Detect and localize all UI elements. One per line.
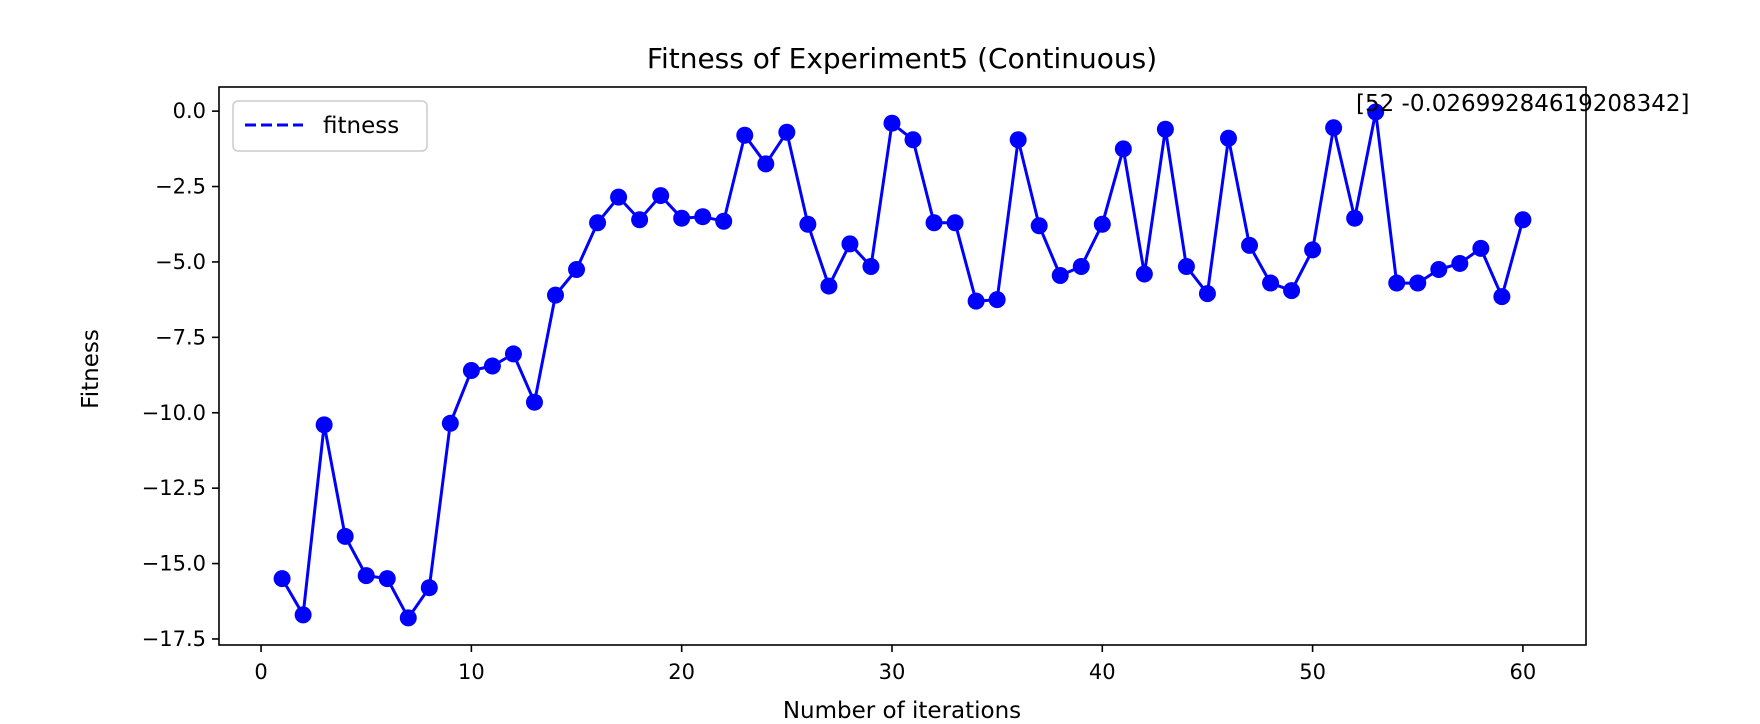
data-point xyxy=(946,214,964,232)
data-point xyxy=(1451,254,1469,272)
data-point xyxy=(294,606,312,624)
data-point xyxy=(1093,215,1111,233)
data-point xyxy=(904,131,922,149)
chart-title: Fitness of Experiment5 (Continuous) xyxy=(647,42,1157,75)
data-point xyxy=(357,567,375,585)
data-point xyxy=(1114,140,1132,158)
data-point xyxy=(568,260,586,278)
y-tick-label: −2.5 xyxy=(155,175,206,199)
data-point xyxy=(862,257,880,275)
x-tick-label: 10 xyxy=(458,660,485,684)
data-point xyxy=(820,277,838,295)
plot-frame xyxy=(218,86,1587,646)
data-point xyxy=(925,214,943,232)
x-axis: 0 10 20 30 40 50 60 xyxy=(254,645,1536,684)
x-tick-label: 60 xyxy=(1510,660,1537,684)
data-point xyxy=(441,414,459,432)
data-point xyxy=(336,527,354,545)
data-point xyxy=(546,286,564,304)
y-tick-label: −10.0 xyxy=(142,401,206,425)
data-point xyxy=(1156,120,1174,138)
data-point xyxy=(1493,288,1511,306)
x-tick-label: 30 xyxy=(879,660,906,684)
data-point xyxy=(652,187,670,205)
data-point xyxy=(988,291,1006,309)
legend-label: fitness xyxy=(323,113,399,139)
data-point xyxy=(610,188,628,206)
data-point xyxy=(715,212,733,230)
data-point xyxy=(1177,257,1195,275)
data-point xyxy=(273,570,291,588)
data-point xyxy=(1325,119,1343,137)
data-point xyxy=(525,393,543,411)
data-point xyxy=(736,126,754,144)
data-point xyxy=(841,235,859,253)
data-point xyxy=(1219,129,1237,147)
data-point xyxy=(1241,236,1259,254)
y-tick-label: −7.5 xyxy=(155,325,206,349)
data-point xyxy=(1135,265,1153,283)
data-point xyxy=(1367,103,1385,121)
max-annotation: [52 -0.02699284619208342] xyxy=(1356,91,1690,117)
data-point xyxy=(1409,274,1427,292)
data-point xyxy=(378,570,396,588)
x-tick-label: 50 xyxy=(1299,660,1326,684)
data-point xyxy=(967,292,985,310)
data-point xyxy=(399,609,417,627)
data-point xyxy=(1009,131,1027,149)
x-axis-label: Number of iterations xyxy=(783,698,1021,724)
data-point xyxy=(1430,260,1448,278)
data-point xyxy=(1346,209,1364,227)
data-point xyxy=(1030,217,1048,235)
data-point xyxy=(631,211,649,229)
data-point xyxy=(462,362,480,380)
data-point xyxy=(1051,267,1069,285)
y-tick-label: −12.5 xyxy=(142,476,206,500)
data-point xyxy=(1304,241,1322,259)
data-point xyxy=(1472,239,1490,257)
y-tick-label: −17.5 xyxy=(142,627,206,651)
data-point xyxy=(799,215,817,233)
data-point xyxy=(589,214,607,232)
data-point xyxy=(1283,282,1301,300)
series-fitness xyxy=(273,103,1532,627)
data-point xyxy=(504,345,522,363)
data-point xyxy=(315,416,333,434)
data-point xyxy=(778,123,796,141)
data-point xyxy=(1262,274,1280,292)
y-tick-label: −5.0 xyxy=(155,250,206,274)
data-point xyxy=(420,579,438,597)
data-point xyxy=(1514,211,1532,229)
data-point xyxy=(483,357,501,375)
y-axis-label: Fitness xyxy=(78,329,104,409)
data-point xyxy=(1198,285,1216,303)
data-point xyxy=(673,209,691,227)
x-tick-label: 20 xyxy=(668,660,695,684)
legend: fitness xyxy=(232,100,428,152)
data-point xyxy=(1388,274,1406,292)
y-tick-label: −15.0 xyxy=(142,552,206,576)
data-point xyxy=(694,208,712,226)
legend-box xyxy=(232,100,428,152)
x-tick-label: 0 xyxy=(254,660,267,684)
data-point xyxy=(883,114,901,132)
data-point xyxy=(1072,257,1090,275)
y-tick-label: 0.0 xyxy=(173,99,206,123)
data-point xyxy=(757,155,775,173)
y-axis: 0.0 −2.5 −5.0 −7.5 −10.0 −12.5 −15.0 −17.5 xyxy=(142,99,219,651)
x-tick-label: 40 xyxy=(1089,660,1116,684)
